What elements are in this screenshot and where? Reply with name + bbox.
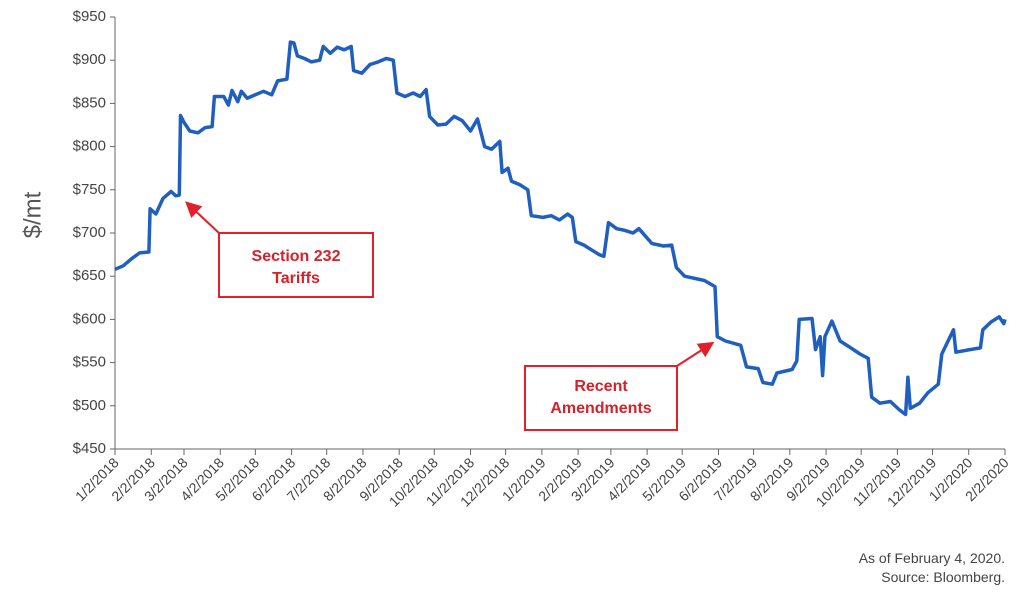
y-axis-label: $/mt [19,191,46,238]
y-tick-label: $650 [73,267,106,284]
plot-area: $450 $500 $550 $600 $650 $700 $750 $800 $850 $900… [72,8,1012,510]
y-tick-label: $700 [73,224,106,241]
annotation-text: Tariffs [272,270,320,287]
y-tick-label: $800 [73,138,106,155]
annotation-text: Recent [574,378,628,395]
y-tick-label: $950 [73,8,106,25]
y-tick-label: $900 [73,51,106,68]
annotation-text: Section 232 [252,248,341,265]
annotation-text: Amendments [550,400,651,417]
y-tick-label: $500 [73,397,106,414]
annotation-arrow [185,201,220,234]
footnote: Source: Bloomberg. [881,569,1005,585]
y-tick-label: $850 [73,94,106,111]
data-line [114,40,1007,417]
y-tick-label: $600 [73,310,106,327]
annotation-box [218,232,374,298]
y-tick-label: $450 [73,440,106,457]
footnote: As of February 4, 2020. [859,550,1005,566]
y-tick-label: $750 [73,181,106,198]
annotation-arrow [676,341,715,367]
y-tick-label: $550 [73,354,106,371]
annotation-box [524,365,678,431]
